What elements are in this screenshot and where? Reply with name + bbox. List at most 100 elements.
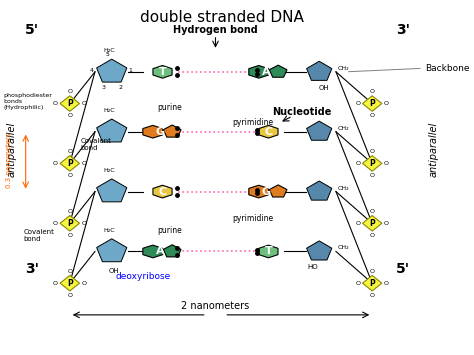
Polygon shape <box>143 125 163 138</box>
Text: T: T <box>264 246 273 256</box>
Text: A: A <box>156 246 164 256</box>
Text: double stranded DNA: double stranded DNA <box>140 10 304 25</box>
Text: H₂C: H₂C <box>104 228 115 233</box>
Text: phosphodiester
bonds
(Hydrophilic): phosphodiester bonds (Hydrophilic) <box>4 93 53 110</box>
Polygon shape <box>97 119 127 142</box>
Text: P: P <box>369 279 375 288</box>
Text: pyrimidine: pyrimidine <box>232 213 273 223</box>
Text: O: O <box>370 113 374 118</box>
Polygon shape <box>97 179 127 202</box>
Polygon shape <box>97 59 127 82</box>
Text: O: O <box>53 101 58 106</box>
Text: O: O <box>82 101 87 106</box>
Text: P: P <box>369 159 375 168</box>
Text: O: O <box>355 161 360 166</box>
Text: O: O <box>384 101 389 106</box>
Polygon shape <box>60 215 80 231</box>
Text: C: C <box>158 187 166 197</box>
Text: deoxyribose: deoxyribose <box>115 272 170 280</box>
Text: O: O <box>370 209 374 214</box>
Text: O: O <box>53 161 58 166</box>
Text: G: G <box>156 127 165 137</box>
Text: O: O <box>82 221 87 226</box>
Text: 3': 3' <box>396 23 410 37</box>
Polygon shape <box>363 96 382 111</box>
Text: O: O <box>370 173 374 178</box>
Text: O: O <box>355 221 360 226</box>
Text: O: O <box>53 221 58 226</box>
Text: O: O <box>53 281 58 286</box>
Polygon shape <box>60 155 80 171</box>
Text: 5': 5' <box>25 23 39 37</box>
Polygon shape <box>269 65 287 77</box>
Text: O: O <box>67 113 73 118</box>
Text: P: P <box>67 99 73 108</box>
Text: O: O <box>67 209 73 214</box>
Polygon shape <box>307 181 332 200</box>
Text: purine: purine <box>157 103 182 111</box>
Polygon shape <box>249 65 269 78</box>
Polygon shape <box>143 245 163 258</box>
Text: HO: HO <box>307 264 318 270</box>
Text: O: O <box>370 293 374 298</box>
Text: 1: 1 <box>128 67 132 72</box>
Text: CH₂: CH₂ <box>338 126 349 131</box>
Polygon shape <box>269 185 287 197</box>
Polygon shape <box>153 185 172 198</box>
Text: H₂C: H₂C <box>104 48 115 53</box>
Text: G: G <box>262 187 271 197</box>
Text: Nucleotide: Nucleotide <box>272 107 331 118</box>
Text: Covalent
bond: Covalent bond <box>81 137 112 151</box>
Polygon shape <box>363 275 382 291</box>
Text: O: O <box>67 173 73 178</box>
Text: Covalent
bond: Covalent bond <box>23 229 55 242</box>
Text: 5: 5 <box>105 52 109 57</box>
Polygon shape <box>164 125 181 137</box>
Text: A: A <box>262 67 271 77</box>
Text: P: P <box>369 99 375 108</box>
Text: O: O <box>67 269 73 274</box>
Polygon shape <box>259 245 278 258</box>
Polygon shape <box>164 245 181 257</box>
Text: O: O <box>82 281 87 286</box>
Text: OH: OH <box>319 85 329 91</box>
Text: O: O <box>370 149 374 154</box>
Text: H₂C: H₂C <box>104 108 115 113</box>
Text: antiparallel: antiparallel <box>429 122 439 177</box>
Polygon shape <box>153 65 172 78</box>
Polygon shape <box>60 96 80 111</box>
Polygon shape <box>259 125 278 138</box>
Polygon shape <box>97 239 127 262</box>
Polygon shape <box>307 241 332 260</box>
Text: O: O <box>384 161 389 166</box>
Text: O: O <box>370 269 374 274</box>
Text: O: O <box>82 161 87 166</box>
Text: O: O <box>384 281 389 286</box>
Polygon shape <box>60 275 80 291</box>
Text: purine: purine <box>157 226 182 235</box>
Text: P: P <box>67 219 73 228</box>
Text: O: O <box>67 233 73 238</box>
Text: P: P <box>67 279 73 288</box>
Text: O: O <box>67 293 73 298</box>
Text: 3: 3 <box>102 85 106 90</box>
Text: P: P <box>67 159 73 168</box>
Text: CH₂: CH₂ <box>338 186 349 191</box>
Text: O: O <box>370 89 374 94</box>
Text: O: O <box>67 89 73 94</box>
Text: O: O <box>384 221 389 226</box>
Text: CH₂: CH₂ <box>338 66 349 71</box>
Text: 0.3 nanometers: 0.3 nanometers <box>6 132 12 188</box>
Polygon shape <box>249 185 269 198</box>
Text: O: O <box>370 233 374 238</box>
Text: CH₂: CH₂ <box>338 245 349 250</box>
Text: O: O <box>355 101 360 106</box>
Text: 2 nanometers: 2 nanometers <box>182 301 250 311</box>
Text: 4: 4 <box>90 67 94 72</box>
Text: P: P <box>369 219 375 228</box>
Text: OH: OH <box>109 268 119 274</box>
Polygon shape <box>307 121 332 140</box>
Text: Hydrogen bond: Hydrogen bond <box>173 24 258 34</box>
Polygon shape <box>363 215 382 231</box>
Polygon shape <box>363 155 382 171</box>
